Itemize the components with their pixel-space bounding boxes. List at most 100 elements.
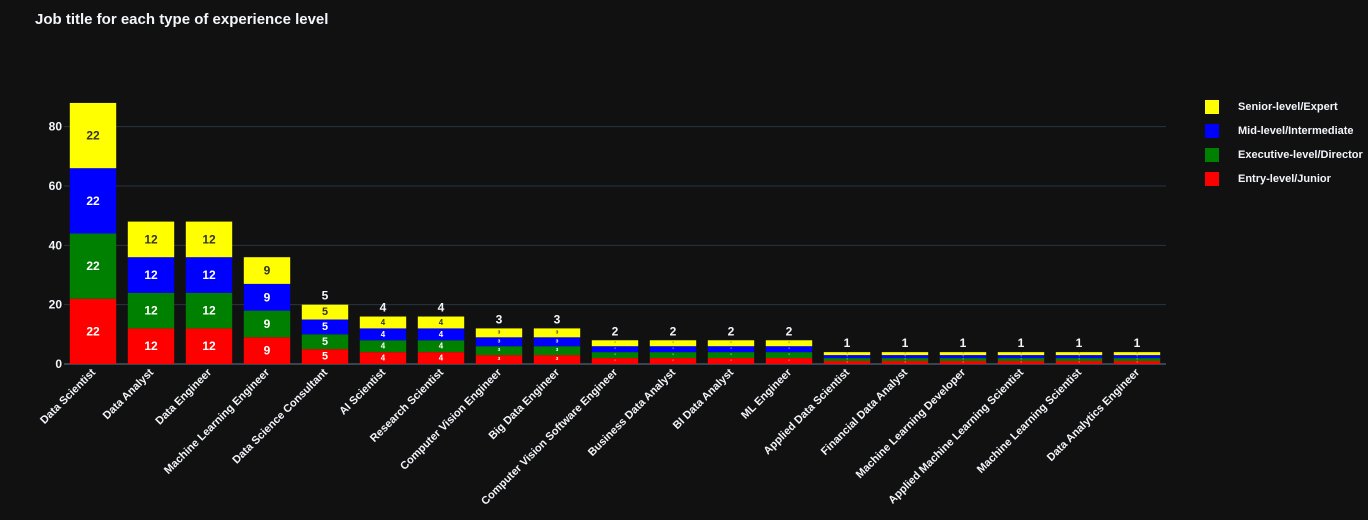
x-tick-label: ML Engineer bbox=[739, 366, 795, 422]
total-labels: 5 4 4 3 3 2 2 2 2 1 1 1 1 1 1 bbox=[322, 289, 1141, 350]
x-tick-label: Data Engineer bbox=[153, 366, 214, 427]
bar-value-label: 4 bbox=[439, 318, 444, 327]
bar-segment bbox=[997, 358, 1045, 362]
bar-segment bbox=[1113, 358, 1161, 362]
bar-segment bbox=[823, 358, 871, 362]
bar-segment bbox=[301, 349, 349, 364]
bar-segment bbox=[1055, 352, 1103, 356]
bar-top-label: 4 bbox=[380, 301, 387, 315]
bar-segment bbox=[359, 328, 407, 341]
bar-top-label: 5 bbox=[322, 289, 329, 303]
bar-segment bbox=[881, 355, 929, 359]
bar-segment bbox=[475, 355, 523, 364]
bar-value-label: 5 bbox=[322, 336, 328, 348]
bar-segment bbox=[243, 337, 291, 364]
legend-swatch bbox=[1205, 100, 1219, 114]
bar-segment bbox=[997, 352, 1045, 356]
bar-value-label: 12 bbox=[202, 232, 216, 246]
x-tick-label: Machine Learning Developer bbox=[854, 366, 969, 481]
bar-segment bbox=[765, 358, 813, 364]
bar-value-label: 1 bbox=[962, 359, 964, 361]
bar-value-label: 4 bbox=[439, 342, 444, 351]
bar-value-label: 3 bbox=[556, 329, 559, 335]
bar-value-label: 9 bbox=[264, 264, 271, 278]
bar-segment bbox=[417, 316, 465, 329]
bar-value-label: 2 bbox=[672, 348, 674, 350]
bar-segment bbox=[533, 337, 581, 347]
bar-segment bbox=[591, 346, 639, 353]
bar-segment bbox=[1113, 361, 1161, 364]
bar-segment bbox=[939, 358, 987, 362]
bar-segment bbox=[69, 102, 117, 169]
bar-value-label: 2 bbox=[788, 348, 790, 350]
bar-value-label: 1 bbox=[962, 353, 964, 355]
bar-segment bbox=[649, 352, 697, 359]
bar-segment bbox=[881, 358, 929, 362]
bar-segment bbox=[301, 304, 349, 320]
bar-segment bbox=[301, 334, 349, 350]
legend-swatch bbox=[1205, 124, 1219, 138]
bar-segment bbox=[127, 328, 175, 364]
bar-segment bbox=[127, 257, 175, 293]
bar-segment bbox=[765, 340, 813, 347]
bar-segment bbox=[997, 355, 1045, 359]
bar-segment bbox=[1055, 355, 1103, 359]
bar-segment bbox=[417, 352, 465, 364]
bar-value-label: 2 bbox=[788, 360, 790, 362]
bar-segment bbox=[533, 355, 581, 364]
bar-value-label: 2 bbox=[788, 342, 790, 344]
bar-segment bbox=[127, 221, 175, 258]
bar-segment bbox=[243, 257, 291, 284]
bar-segment bbox=[649, 340, 697, 347]
bar-value-label: 9 bbox=[264, 317, 271, 331]
bar-value-label: 1 bbox=[904, 362, 906, 364]
bar-value-label: 22 bbox=[86, 324, 100, 338]
bar-value-label: 3 bbox=[556, 356, 559, 362]
bar-value-label: 1 bbox=[962, 356, 964, 358]
bar-segment bbox=[881, 361, 929, 364]
bar-value-label: 1 bbox=[1020, 362, 1022, 364]
bar-top-label: 1 bbox=[1134, 336, 1141, 350]
y-tick-label: 60 bbox=[49, 179, 63, 193]
bar-segment bbox=[359, 340, 407, 353]
legend-label: Mid-level/Intermediate bbox=[1238, 125, 1354, 137]
bar-segment bbox=[823, 352, 871, 356]
x-tick-label: Data Science Consultant bbox=[230, 366, 330, 466]
bar-value-label: 22 bbox=[86, 194, 100, 208]
bar-value-label: 3 bbox=[556, 347, 559, 353]
bar-segment bbox=[243, 283, 291, 311]
legend-label: Executive-level/Director bbox=[1238, 149, 1363, 161]
bar-segment bbox=[533, 346, 581, 356]
bar-value-label: 22 bbox=[86, 129, 100, 143]
bar-segment bbox=[939, 355, 987, 359]
bar-segment bbox=[707, 346, 755, 353]
bar-value-label: 2 bbox=[672, 360, 674, 362]
bar-value-label: 9 bbox=[264, 290, 271, 304]
bar-value-label: 1 bbox=[1078, 353, 1080, 355]
bar-value-label: 1 bbox=[1078, 356, 1080, 358]
bar-segment bbox=[1113, 355, 1161, 359]
bar-value-label: 12 bbox=[144, 268, 158, 282]
bar-value-label: 4 bbox=[381, 330, 386, 339]
bar-value-label: 4 bbox=[381, 342, 386, 351]
bar-value-label: 1 bbox=[846, 356, 848, 358]
bar-top-label: 1 bbox=[844, 336, 851, 350]
x-tick-label: Data Analytics Engineer bbox=[1045, 366, 1143, 464]
bar-segment bbox=[185, 328, 233, 364]
bar-segment bbox=[475, 346, 523, 356]
x-tick-label: Data Scientist bbox=[38, 366, 98, 426]
bar-segment bbox=[649, 346, 697, 353]
bar-segment bbox=[69, 233, 117, 299]
bar-segment bbox=[939, 352, 987, 356]
bar-segment bbox=[533, 328, 581, 338]
bar-value-label: 2 bbox=[614, 354, 616, 356]
x-tick-label: Machine Learning Engineer bbox=[162, 366, 273, 477]
bar-segment bbox=[417, 328, 465, 341]
bar-top-label: 1 bbox=[1018, 336, 1025, 350]
bar-segment bbox=[707, 358, 755, 364]
y-tick-label: 80 bbox=[49, 120, 63, 134]
bar-value-label: 3 bbox=[498, 356, 501, 362]
bar-value-label: 5 bbox=[322, 306, 328, 318]
